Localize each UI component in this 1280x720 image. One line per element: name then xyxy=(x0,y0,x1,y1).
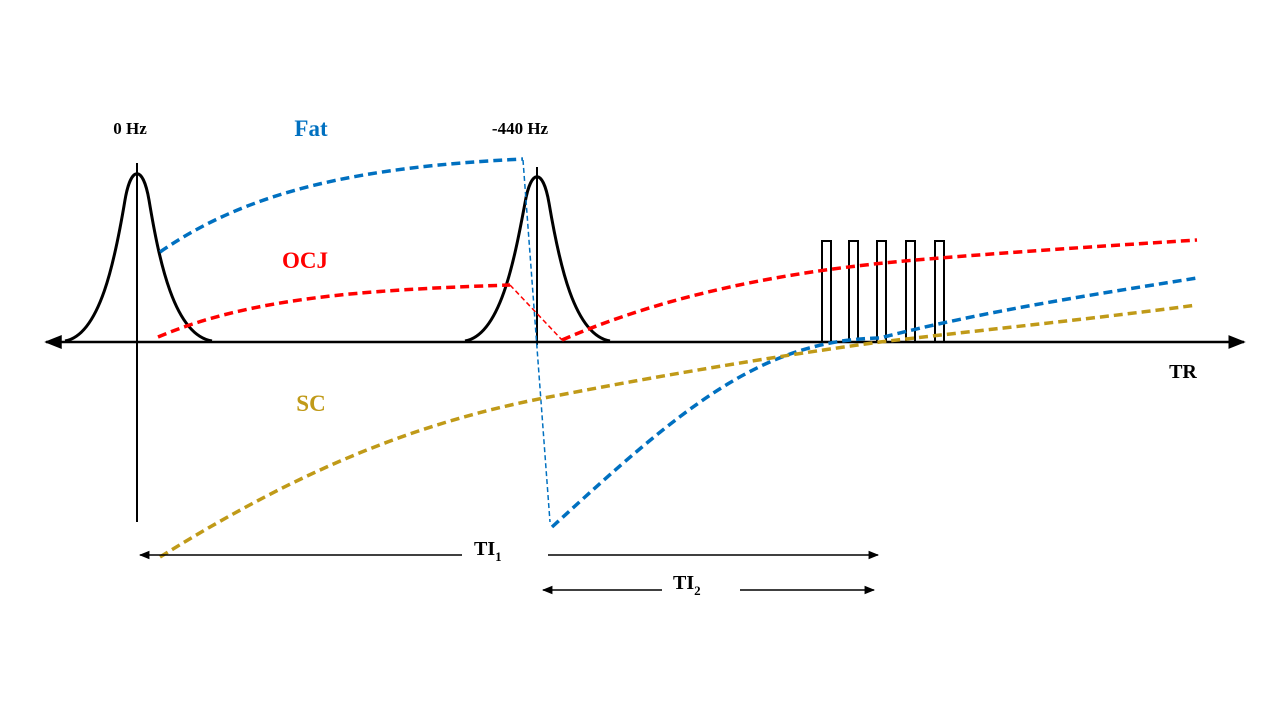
ti2-main: TI xyxy=(673,572,694,594)
sc-label: SC xyxy=(296,391,325,416)
ti1-main: TI xyxy=(474,538,495,560)
ti1-label: TI1 xyxy=(474,538,502,564)
sc-curve xyxy=(159,303,1198,559)
freq-label: 0 Hz xyxy=(113,119,147,138)
ti1-sub: 1 xyxy=(495,549,502,564)
fat-curve xyxy=(159,157,1198,529)
readout-pulses xyxy=(821,240,945,343)
fat-label: Fat xyxy=(294,116,328,141)
freq-label: -440 Hz xyxy=(492,119,549,138)
ocj-label: OCJ xyxy=(282,248,328,273)
pulse-left xyxy=(64,172,213,343)
ti2-label: TI2 xyxy=(673,572,701,598)
ocj-curve xyxy=(157,238,1198,342)
tr-label: TR xyxy=(1169,361,1197,383)
ti2-sub: 2 xyxy=(694,583,701,598)
